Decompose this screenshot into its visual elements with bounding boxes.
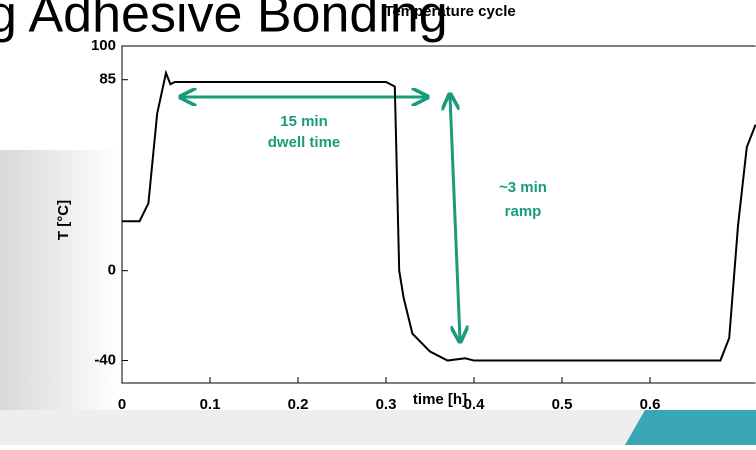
x-tick-label: 0.5	[552, 396, 573, 413]
slide-title: g Adhesive Bonding	[0, 0, 448, 44]
y-tick-label: 100	[91, 37, 116, 54]
chart: Temperature cycle time [h] T [°C] 15 min…	[55, 3, 756, 413]
y-tick-label: -40	[94, 352, 116, 369]
axis-frame	[121, 45, 756, 384]
chart-title: Temperature cycle	[384, 3, 515, 20]
x-tick-label: 0.4	[464, 396, 486, 413]
y-tick-label: 85	[99, 71, 116, 88]
line-series	[122, 69, 756, 362]
photo-corner	[625, 410, 756, 445]
x-tick-label: 0.6	[640, 396, 661, 413]
ramp-arrow	[450, 96, 460, 340]
y-axis-label: T [°C]	[55, 200, 72, 240]
annotation: 15 min	[280, 113, 328, 130]
annotation: ~3 min	[499, 179, 547, 196]
annotation: ramp	[505, 203, 542, 220]
x-tick-label: 0.1	[200, 396, 221, 413]
x-axis-label: time [h]	[413, 391, 467, 408]
x-tick-label: 0.3	[376, 396, 397, 413]
background-shade	[0, 150, 120, 410]
x-tick-label: 0.2	[288, 396, 309, 413]
x-tick-label: 0	[118, 396, 126, 413]
annotation: dwell time	[268, 134, 341, 151]
y-tick-label: 0	[108, 262, 116, 279]
